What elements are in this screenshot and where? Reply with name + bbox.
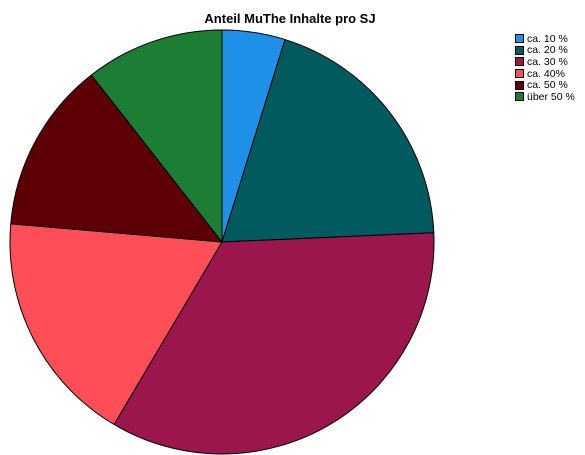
pie-slice-5 xyxy=(10,74,224,243)
legend-item-1: ca. 10 % xyxy=(515,33,585,45)
chart-legend: ca. 10 % ca. 20 % ca. 30 % ca. 40% ca. 50 % ü… xyxy=(515,33,585,103)
legend-swatch xyxy=(515,45,524,55)
legend-item-2: ca. 20 % xyxy=(515,44,585,57)
legend-item-5: ca. 50 % xyxy=(515,79,585,91)
legend-swatch xyxy=(515,69,524,79)
legend-item-6: über 50 % xyxy=(515,91,585,103)
pie-slice-3 xyxy=(113,232,435,455)
legend-item-4: ca. 40% xyxy=(515,68,585,80)
chart-title: Anteil MuThe Inhalte pro SJ xyxy=(204,11,376,26)
pie-slices xyxy=(9,29,435,455)
pie-slice-4 xyxy=(9,223,223,426)
legend-label: ca. 30 % xyxy=(527,55,568,68)
legend-label: über 50 % xyxy=(527,90,575,103)
legend-label: ca. 40% xyxy=(527,67,565,80)
legend-label: ca. 20 % xyxy=(527,44,568,57)
pie-slice-2 xyxy=(221,38,435,243)
pie-slice-6 xyxy=(90,29,223,244)
legend-label: ca. 10 % xyxy=(527,32,568,45)
legend-swatch xyxy=(515,57,524,67)
legend-swatch xyxy=(515,34,524,44)
legend-swatch xyxy=(515,92,524,102)
legend-swatch xyxy=(515,80,524,90)
legend-item-3: ca. 30 % xyxy=(515,56,585,68)
legend-label: ca. 50 % xyxy=(527,79,568,92)
